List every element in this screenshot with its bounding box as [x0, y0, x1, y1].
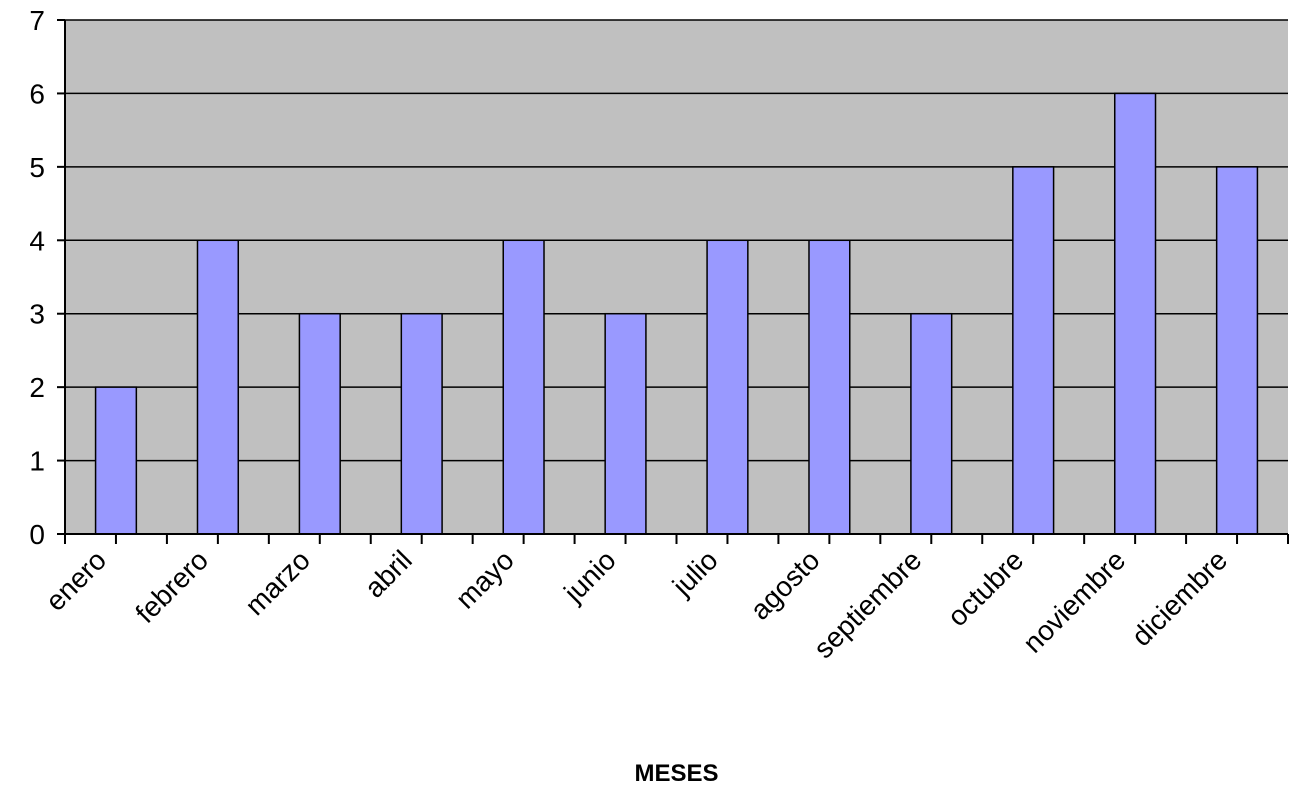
y-tick-label: 5 — [29, 152, 45, 183]
x-tick-label: octubre — [941, 544, 1029, 632]
bar-marzo — [298, 312, 341, 535]
x-tick-labels: enero febrero marzo abril mayo junio julio agos… — [40, 544, 1234, 664]
plot-area — [65, 20, 1288, 534]
x-tick-label: noviembre — [1017, 544, 1131, 658]
axes — [57, 19, 1289, 544]
bar-octubre — [1012, 166, 1055, 535]
y-tick-labels: 0 1 2 3 4 5 6 7 — [29, 5, 45, 550]
bars — [94, 92, 1259, 535]
x-tick-label: abril — [359, 544, 418, 603]
x-tick-label: junio — [557, 544, 621, 608]
x-tick-label: septiembre — [808, 544, 928, 664]
bar-septiembre — [910, 312, 953, 535]
x-tick-label: mayo — [450, 544, 520, 614]
bar-febrero — [196, 239, 240, 535]
x-tick-label: agosto — [744, 544, 825, 625]
bar-abril — [400, 312, 443, 535]
bar-junio — [604, 312, 647, 535]
y-tick-label: 1 — [29, 446, 45, 477]
bar-agosto — [808, 239, 851, 535]
bar-enero — [94, 386, 138, 535]
x-tick-label: febrero — [129, 544, 214, 629]
y-tick-label: 4 — [29, 225, 45, 256]
x-tick-label: marzo — [239, 544, 316, 621]
x-tick-label: enero — [40, 544, 113, 617]
bar-mayo — [502, 239, 545, 535]
y-tick-label: 3 — [29, 299, 45, 330]
x-tick-label: diciembre — [1126, 544, 1234, 652]
bar-noviembre — [1113, 92, 1157, 535]
bar-diciembre — [1215, 166, 1259, 535]
bar-julio — [706, 239, 749, 535]
y-tick-label: 0 — [29, 519, 45, 550]
y-tick-label: 2 — [29, 372, 45, 403]
x-axis-title: MESES — [634, 760, 718, 787]
x-tick-label: julio — [666, 544, 724, 602]
y-tick-label: 6 — [29, 78, 45, 109]
y-tick-label: 7 — [29, 5, 45, 36]
gridlines — [65, 19, 1288, 535]
